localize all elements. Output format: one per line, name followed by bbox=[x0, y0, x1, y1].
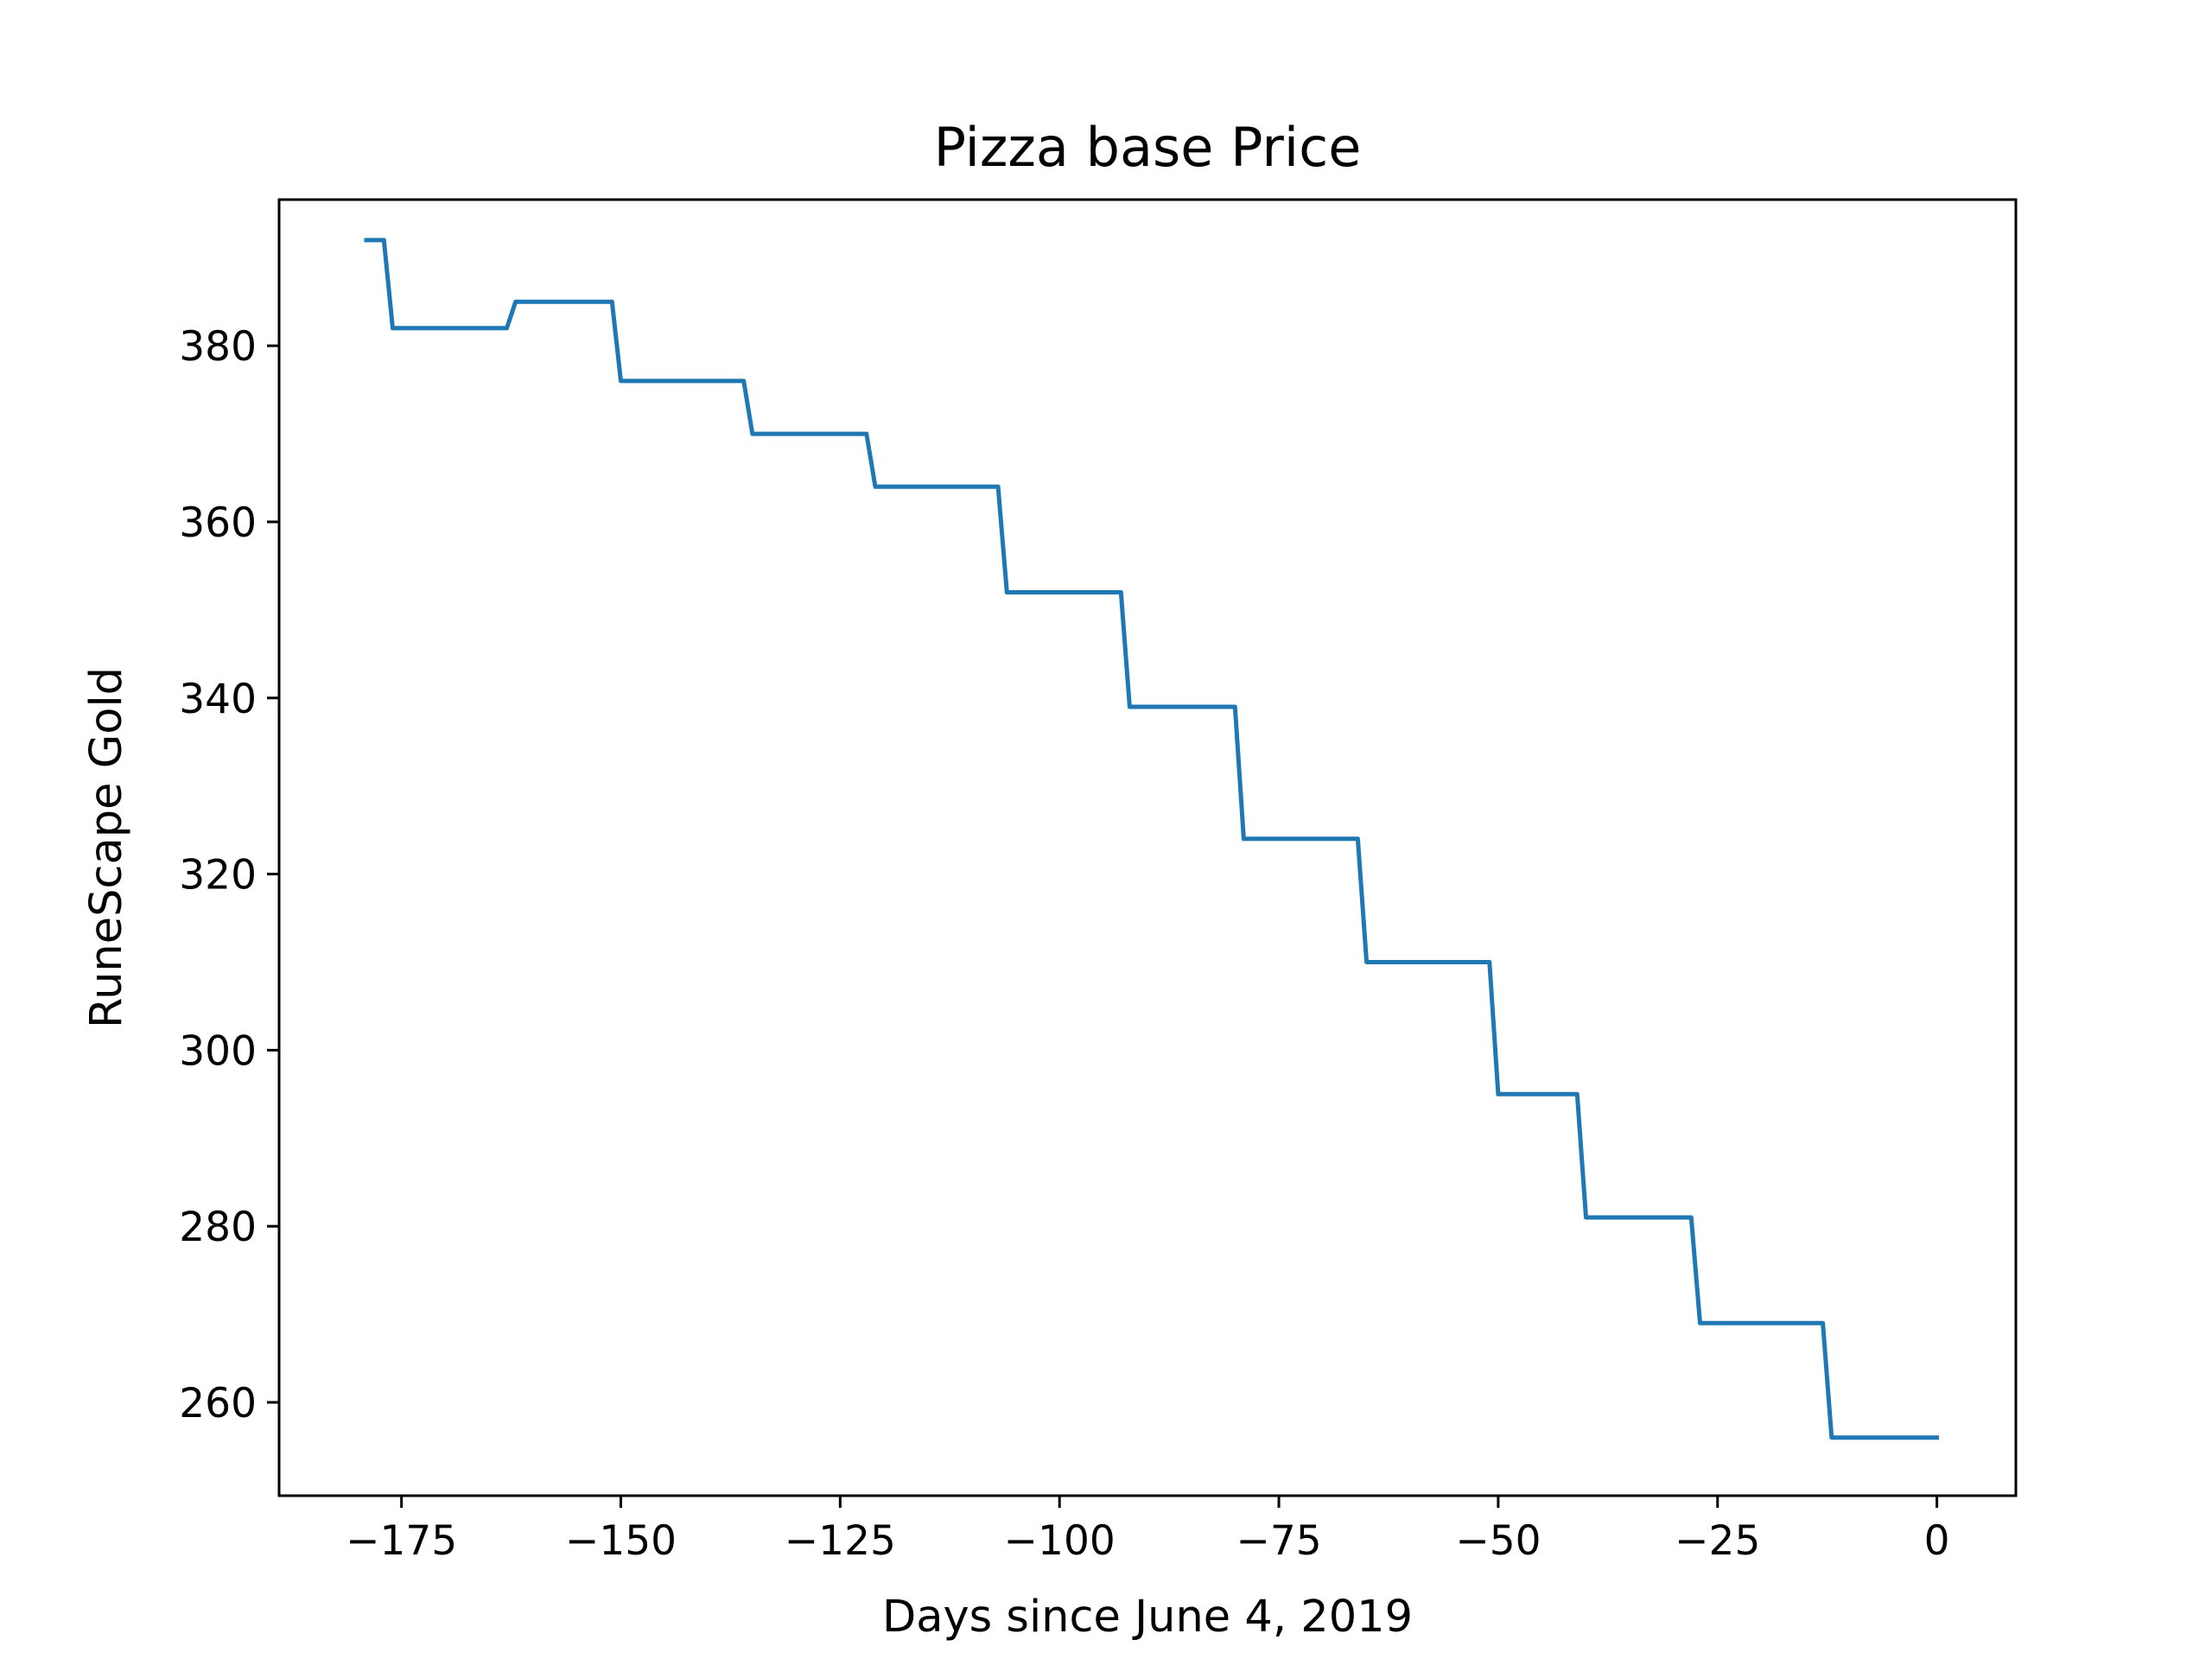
x-tick-label: −25 bbox=[1675, 1517, 1760, 1565]
y-tick-label: 340 bbox=[179, 676, 257, 723]
x-tick-label: −150 bbox=[565, 1517, 677, 1565]
y-tick-label: 260 bbox=[179, 1380, 257, 1427]
y-tick-label: 380 bbox=[179, 323, 257, 371]
y-tick-label: 360 bbox=[179, 499, 257, 547]
y-tick-label: 280 bbox=[179, 1204, 257, 1251]
x-tick-label: −50 bbox=[1455, 1517, 1541, 1565]
x-tick-label: −75 bbox=[1236, 1517, 1321, 1565]
x-tick-label: −175 bbox=[346, 1517, 457, 1565]
y-tick-label: 300 bbox=[179, 1027, 257, 1075]
x-tick-label: −125 bbox=[785, 1517, 896, 1565]
y-axis-label: RuneScape Gold bbox=[81, 667, 132, 1028]
y-axis: 260 280 300 320 340 360 380 bbox=[179, 323, 279, 1427]
x-tick-label: 0 bbox=[1924, 1517, 1950, 1565]
series-line-0 bbox=[364, 238, 1940, 1440]
y-tick-label: 320 bbox=[179, 852, 257, 899]
chart-title: Pizza base Price bbox=[934, 116, 1362, 179]
x-tick-label: −100 bbox=[1004, 1517, 1116, 1565]
x-axis: −175 −150 −125 −100 −75 −50 −25 0 bbox=[346, 1496, 1950, 1565]
axes-frame bbox=[277, 198, 2018, 1497]
x-axis-label: Days since June 4, 2019 bbox=[882, 1592, 1413, 1643]
plot-area bbox=[364, 238, 1940, 1440]
